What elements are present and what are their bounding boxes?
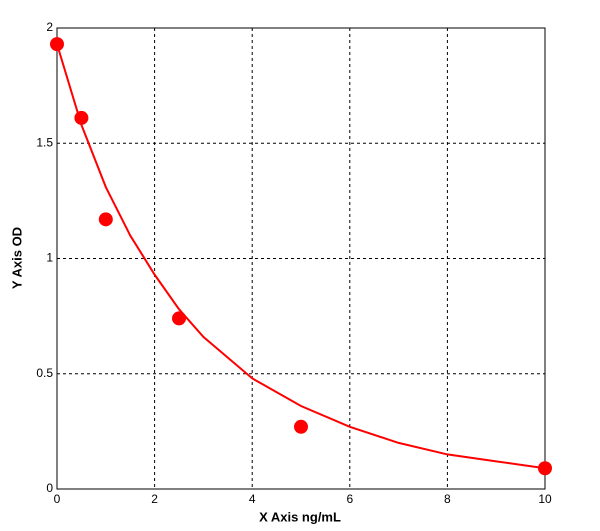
data-point	[172, 311, 186, 326]
x-tick-label: 10	[538, 492, 552, 506]
x-axis-label: X Axis ng/mL	[259, 509, 341, 524]
fit-curve	[56, 43, 546, 470]
y-tick-label: 0.5	[36, 366, 53, 380]
x-tick-label: 0	[54, 492, 61, 506]
y-tick-label: 0	[46, 481, 53, 495]
y-axis-label: Y Axis OD	[9, 227, 24, 289]
x-tick-label: 8	[444, 492, 451, 506]
y-tick-label: 1.5	[36, 135, 53, 149]
y-tick-label: 2	[46, 20, 53, 34]
y-tick-label: 1	[46, 251, 53, 265]
x-tick-label: 4	[249, 492, 256, 506]
data-point	[98, 212, 113, 227]
data-point	[294, 419, 308, 434]
plot-frame	[56, 27, 546, 490]
x-tick-label: 2	[151, 492, 158, 506]
x-tick-label: 6	[346, 492, 353, 506]
